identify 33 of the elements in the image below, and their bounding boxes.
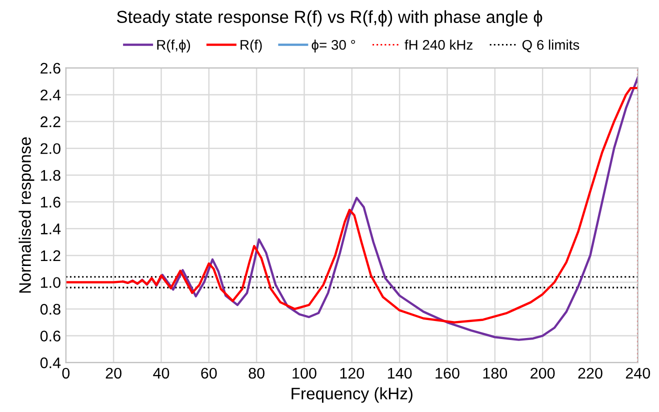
x-tick-label: 60 bbox=[201, 368, 217, 379]
legend-label: R(f,ϕ) bbox=[157, 40, 190, 53]
x-tick-label: 100 bbox=[292, 368, 316, 379]
legend-label: Q 6 limits bbox=[522, 40, 580, 52]
x-tick-label: 180 bbox=[483, 368, 508, 379]
x-tick-label: 40 bbox=[153, 368, 170, 379]
y-tick-label: 2.0 bbox=[40, 143, 60, 154]
x-tick-label: 20 bbox=[106, 368, 122, 379]
x-tick-label: 120 bbox=[340, 368, 364, 379]
x-tick-label: 160 bbox=[436, 368, 460, 379]
x-tick-label: 0 bbox=[62, 368, 70, 379]
y-tick-label: 0.6 bbox=[40, 330, 60, 342]
legend-label: ϕ= 30 ° bbox=[312, 40, 356, 53]
legend-label: fH 240 kHz bbox=[404, 40, 472, 50]
x-axis-title: Frequency (kHz) bbox=[292, 387, 412, 403]
y-tick-label: 2.2 bbox=[40, 116, 60, 128]
y-axis-title: Normalised response bbox=[18, 137, 34, 293]
y-tick-label: 2.6 bbox=[40, 62, 60, 74]
y-tick-label: 1.6 bbox=[40, 196, 60, 208]
y-tick-label: 1.2 bbox=[40, 250, 60, 261]
y-tick-label: 1.8 bbox=[40, 170, 60, 181]
x-tick-label: 200 bbox=[530, 368, 555, 379]
y-tick-label: 2.4 bbox=[40, 90, 61, 100]
chart-title: Steady state response R(f) vs R(f,ϕ) with phase angle ϕ bbox=[116, 10, 542, 26]
y-tick-label: 1.0 bbox=[40, 277, 60, 288]
y-tick-label: 1.4 bbox=[40, 224, 61, 234]
x-tick-label: 240 bbox=[626, 368, 650, 379]
y-tick-label: 0.4 bbox=[40, 357, 61, 368]
legend-label: R(f) bbox=[240, 40, 262, 53]
x-tick-label: 220 bbox=[578, 368, 602, 379]
x-tick-label: 80 bbox=[248, 368, 264, 379]
y-tick-label: 0.8 bbox=[40, 304, 60, 315]
x-tick-label: 140 bbox=[388, 368, 412, 379]
